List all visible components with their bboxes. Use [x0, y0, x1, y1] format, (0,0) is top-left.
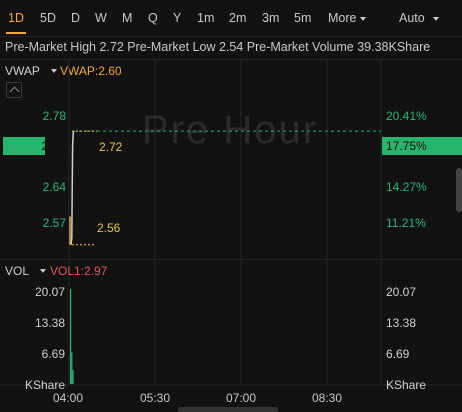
tab-d[interactable]: D	[71, 11, 81, 25]
tab-w[interactable]: W	[95, 11, 107, 25]
tab-1d[interactable]: 1D	[8, 11, 24, 25]
low-annotation: 2.56	[97, 221, 121, 235]
vol-tick-label: 6.69	[41, 347, 65, 361]
vol-tick-label: 20.07	[386, 285, 417, 299]
horizontal-scrollbar[interactable]	[178, 407, 278, 412]
vol-tick-label: 13.38	[386, 316, 417, 330]
pct-tick-label: 17.75%	[386, 139, 427, 153]
vol-unit-label: KShare	[24, 378, 65, 392]
divider	[0, 36, 462, 37]
chevron-down-icon	[432, 16, 439, 21]
y-tick-label: 2.78	[42, 109, 66, 123]
chevron-down-icon[interactable]	[40, 269, 46, 273]
current-pct-highlight	[382, 137, 462, 155]
current-price-highlight	[3, 137, 45, 155]
pct-tick-label: 14.27%	[386, 180, 427, 194]
vwap-indicator-label[interactable]: VWAP	[5, 64, 40, 78]
y-tick-label: 2.64	[42, 180, 66, 194]
vol-value: VOL1:2.97	[50, 264, 108, 278]
volume-bar	[70, 289, 72, 384]
vol-unit-label: KShare	[386, 378, 427, 392]
vertical-scrollbar[interactable]	[456, 168, 462, 212]
x-tick-label: 07:00	[226, 391, 257, 405]
mode-label: Auto	[399, 11, 425, 25]
pct-tick-label: 11.21%	[386, 216, 426, 230]
chevron-down-icon[interactable]	[51, 69, 57, 73]
volume-bar	[71, 352, 73, 384]
tab-3m[interactable]: 3m	[262, 11, 280, 25]
vol-tick-label: 20.07	[34, 285, 65, 299]
session-watermark: Pre Hour	[141, 108, 319, 152]
tab-q[interactable]: Q	[148, 11, 158, 25]
chevron-down-icon	[360, 16, 367, 21]
more-label: More	[328, 11, 357, 25]
vwap-value: VWAP:2.60	[60, 64, 122, 78]
x-tick-label: 05:30	[140, 391, 171, 405]
tab-2m[interactable]: 2m	[229, 11, 247, 25]
y-tick-label: 2.57	[42, 216, 66, 230]
pct-tick-label: 20.41%	[386, 109, 427, 123]
tab-1m[interactable]: 1m	[197, 11, 215, 25]
vol-tick-label: 6.69	[386, 347, 410, 361]
tab-y[interactable]: Y	[173, 11, 182, 25]
timeframe-tab-bar: 1D 5D D W M Q Y 1m 2m 3m 5m More Auto	[0, 0, 462, 36]
mode-dropdown[interactable]: Auto	[399, 11, 439, 25]
pre-market-summary: Pre-Market High 2.72 Pre-Market Low 2.54…	[5, 40, 431, 54]
y-tick-label: 2.72	[41, 139, 65, 153]
more-dropdown[interactable]: More	[328, 11, 367, 25]
high-annotation: 2.72	[99, 140, 123, 154]
panel-divider	[0, 259, 462, 260]
vol-tick-label: 13.38	[34, 316, 65, 330]
vol-indicator-label[interactable]: VOL	[5, 264, 30, 278]
tab-5m[interactable]: 5m	[294, 11, 312, 25]
tab-m[interactable]: M	[122, 11, 133, 25]
x-tick-label: 08:30	[312, 391, 343, 405]
divider	[0, 59, 462, 60]
collapse-button[interactable]	[6, 82, 22, 98]
price-line	[70, 131, 75, 245]
x-tick-label: 04:00	[53, 391, 84, 405]
active-tab-indicator	[6, 32, 26, 34]
volume-bar	[72, 369, 74, 384]
tab-5d[interactable]: 5D	[40, 11, 56, 25]
